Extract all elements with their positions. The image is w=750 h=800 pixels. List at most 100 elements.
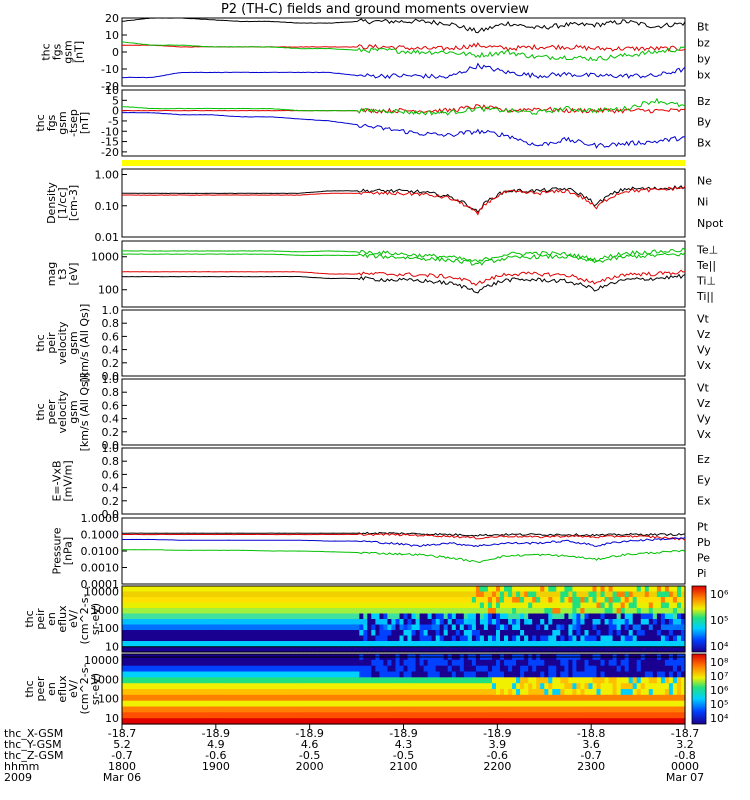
y-axis-label: mag: [45, 262, 58, 286]
heatmap-cell: [560, 586, 565, 593]
heatmap-cell: [620, 630, 626, 637]
heatmap-cell: [242, 591, 248, 598]
heatmap-cell: [150, 712, 155, 719]
heatmap-cell: [620, 683, 626, 690]
heatmap-cell: [339, 677, 344, 684]
heatmap-cell: [270, 635, 276, 642]
heatmap-cell: [351, 665, 356, 673]
heatmap-cell: [303, 689, 308, 696]
heatmap-cell: [628, 718, 634, 725]
heatmap-cell: [632, 641, 638, 648]
heatmap-cell: [544, 671, 549, 678]
heatmap-cell: [238, 597, 244, 604]
heatmap-cell: [672, 630, 678, 637]
heatmap-cell: [592, 671, 598, 678]
heatmap-cell: [528, 613, 533, 620]
heatmap-cell: [323, 586, 328, 593]
heatmap-cell: [186, 624, 191, 631]
heatmap-cell: [677, 630, 682, 637]
heatmap-cell: [246, 718, 252, 725]
heatmap-cell: [624, 659, 630, 667]
heatmap-cell: [387, 665, 392, 673]
heatmap-cell: [520, 712, 525, 719]
heatmap-cell: [226, 659, 232, 667]
heatmap-cell: [411, 602, 417, 609]
heatmap-cell: [411, 641, 417, 648]
heatmap-cell: [194, 602, 199, 609]
heatmap-cell: [282, 591, 288, 598]
heatmap-cell: [592, 718, 598, 725]
heatmap-cell: [471, 671, 477, 678]
heatmap-cell: [134, 700, 139, 708]
heatmap-cell: [407, 602, 413, 609]
heatmap-cell: [439, 608, 445, 615]
heatmap-cell: [475, 689, 481, 696]
heatmap-cell: [475, 659, 481, 667]
heatmap-cell: [584, 683, 590, 690]
heatmap-cell: [592, 619, 598, 626]
heatmap-cell: [182, 641, 187, 648]
heatmap-cell: [447, 613, 453, 620]
heatmap-cell: [576, 677, 581, 684]
heatmap-cell: [383, 635, 388, 642]
y-axis-label: thc: [23, 610, 36, 627]
heatmap-cell: [339, 619, 344, 626]
heatmap-cell: [660, 586, 666, 593]
heatmap-cell: [548, 602, 553, 609]
heatmap-cell: [620, 665, 626, 673]
heatmap-cell: [178, 712, 183, 719]
heatmap-cell: [266, 613, 272, 620]
heatmap-cell: [347, 718, 352, 725]
heatmap-cell: [371, 659, 376, 667]
heatmap-cell: [596, 683, 602, 690]
heatmap-cell: [230, 619, 236, 626]
heatmap-cell: [479, 602, 485, 609]
heatmap-cell: [226, 646, 232, 653]
heatmap-cell: [274, 624, 280, 631]
heatmap-cell: [447, 602, 453, 609]
heatmap-cell: [516, 597, 521, 604]
y-axis-label: eV/: [67, 680, 80, 698]
heatmap-cell: [604, 683, 610, 690]
heatmap-cell: [238, 630, 244, 637]
heatmap-cell: [347, 677, 352, 684]
heatmap-cell: [250, 602, 256, 609]
heatmap-cell: [134, 694, 139, 702]
heatmap-cell: [532, 624, 537, 631]
heatmap-cell: [395, 689, 401, 696]
heatmap-cell: [624, 706, 630, 713]
heatmap-cell: [286, 624, 292, 631]
heatmap-cell: [190, 689, 195, 696]
heatmap-cell: [351, 613, 356, 620]
heatmap-cell: [467, 706, 473, 713]
heatmap-cell: [194, 712, 199, 719]
heatmap-cell: [343, 665, 348, 673]
heatmap-cell: [150, 700, 155, 708]
heatmap-cell: [186, 619, 191, 626]
heatmap-cell: [475, 608, 481, 615]
heatmap-cell: [166, 706, 171, 713]
heatmap-cell: [138, 712, 143, 719]
heatmap-cell: [351, 597, 356, 604]
heatmap-cell: [230, 613, 236, 620]
heatmap-cell: [178, 677, 183, 684]
heatmap-cell: [226, 591, 232, 598]
heatmap-cell: [540, 619, 545, 626]
heatmap-cell: [154, 586, 159, 593]
heatmap-cell: [210, 671, 216, 678]
heatmap-cell: [624, 613, 630, 620]
heatmap-cell: [439, 677, 445, 684]
heatmap-cell: [391, 659, 396, 667]
heatmap-cell: [548, 665, 553, 673]
heatmap-cell: [130, 646, 135, 653]
heatmap-cell: [194, 619, 199, 626]
heatmap-cell: [343, 718, 348, 725]
heatmap-cell: [492, 591, 497, 598]
heatmap-cell: [286, 635, 292, 642]
heatmap-cell: [403, 659, 409, 667]
legend-Vt: Vt: [697, 312, 710, 325]
heatmap-cell: [379, 586, 384, 593]
heatmap-cell: [238, 683, 244, 690]
heatmap-cell: [254, 591, 260, 598]
heatmap-cell: [174, 694, 179, 702]
